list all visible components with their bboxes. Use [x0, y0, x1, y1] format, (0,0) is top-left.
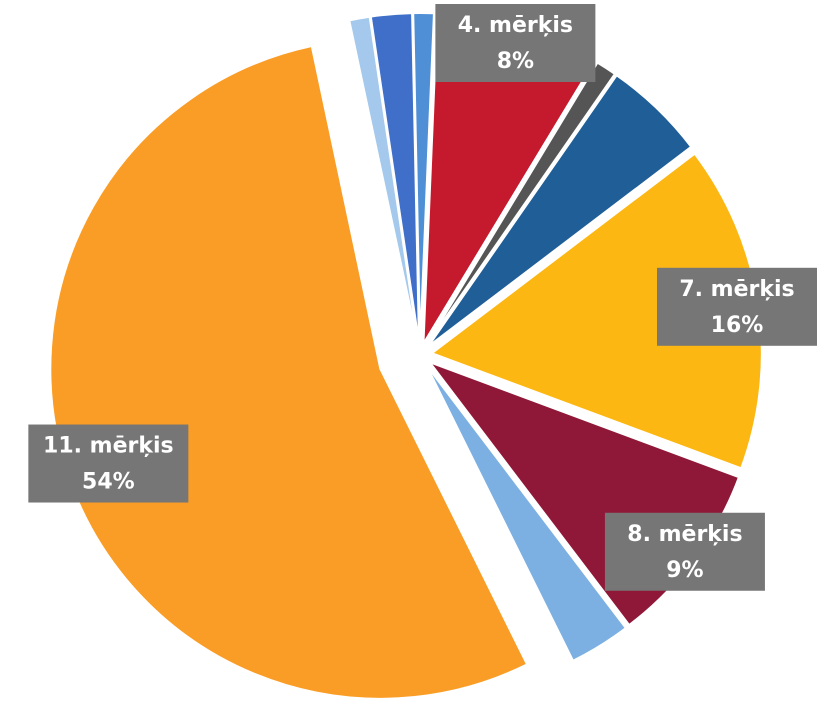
label-box: [657, 267, 817, 346]
label-box: [435, 4, 596, 82]
value-label: 16%: [711, 313, 764, 338]
label-box: [28, 424, 189, 503]
category-label: 11. mērķis: [43, 434, 174, 459]
category-label: 4. mērķis: [458, 13, 573, 38]
value-label: 8%: [497, 49, 534, 74]
slice-label: 7. mērķis 16%: [657, 267, 817, 346]
value-label: 9%: [666, 558, 703, 583]
pie-slice: [348, 15, 419, 344]
pie-slice: [425, 61, 617, 346]
category-label: 7. mērķis: [679, 277, 794, 302]
pie-slice: [425, 364, 628, 663]
pie-slice: [369, 12, 420, 344]
slice-label: 4. mērķis 8%: [435, 4, 596, 82]
slice-label: 8. mērķis 9%: [604, 512, 765, 591]
value-label: 54%: [82, 470, 135, 495]
label-box: [604, 512, 765, 591]
pie-slice: [412, 12, 435, 344]
pie-slice: [427, 73, 693, 348]
slice-label: 11. mērķis 54%: [28, 424, 189, 503]
category-label: 8. mērķis: [627, 522, 742, 547]
